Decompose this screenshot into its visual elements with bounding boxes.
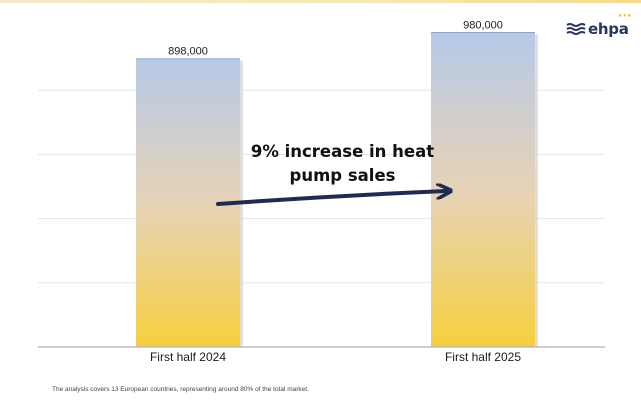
top-accent-strip [0,0,641,3]
annotation-text: 9% increase in heat pump sales [250,142,435,185]
data-label: 898,000 [168,46,208,58]
waves-icon [566,23,586,35]
data-label: 980,000 [463,19,503,31]
ehpa-logo: ehpa ★★★ [566,13,632,40]
bar-shadow [535,34,538,348]
x-tick-label: First half 2025 [445,350,521,364]
x-tick-label: First half 2024 [150,350,226,364]
logo-wordmark: ehpa ★★★ [588,13,632,38]
increase-arrow [216,191,446,206]
footnote: The analysis covers 13 European countrie… [52,386,309,393]
stars-icon: ★★★ [618,13,632,19]
